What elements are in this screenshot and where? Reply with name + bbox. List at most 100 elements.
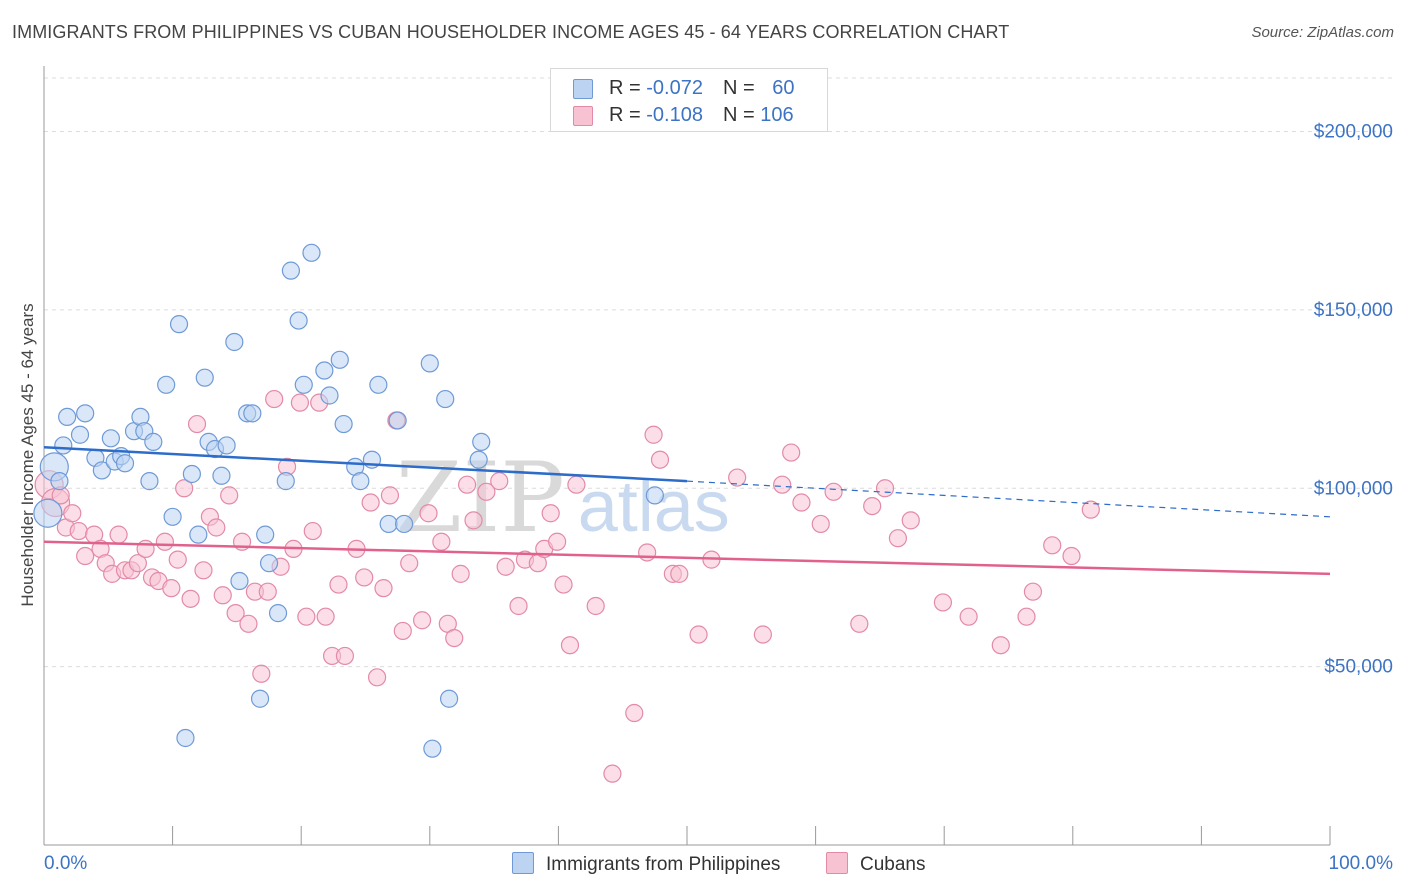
point-philippines xyxy=(157,375,176,394)
point-cubans xyxy=(316,607,335,626)
point-cubans xyxy=(728,468,747,487)
n-label: N = xyxy=(722,104,761,126)
point-cubans xyxy=(168,550,187,569)
point-cubans xyxy=(567,475,586,494)
point-philippines xyxy=(140,472,159,491)
point-cubans xyxy=(400,554,419,573)
point-cubans xyxy=(252,664,271,683)
point-philippines xyxy=(379,514,398,534)
point-cubans xyxy=(638,543,657,562)
point-philippines xyxy=(315,361,334,380)
r-value: -0.108 xyxy=(646,104,703,126)
axes xyxy=(43,66,1331,846)
point-cubans xyxy=(63,504,82,523)
r-label: R = xyxy=(609,77,647,99)
point-philippines xyxy=(250,689,270,708)
r-label: R = xyxy=(609,104,647,126)
tick-labels: $50,000 $100,000 $150,000 $200,000 0.0% 100.0… xyxy=(44,122,1393,874)
point-cubans xyxy=(220,486,239,505)
point-cubans xyxy=(586,596,605,616)
point-cubans xyxy=(181,589,200,608)
point-philippines xyxy=(115,454,135,473)
point-cubans xyxy=(603,764,622,783)
point-cubans xyxy=(419,504,438,523)
point-philippines xyxy=(33,498,63,528)
point-cubans xyxy=(782,443,801,462)
point-cubans xyxy=(991,636,1010,655)
r-value: -0.072 xyxy=(646,77,703,99)
point-cubans xyxy=(207,518,226,537)
point-cubans xyxy=(509,596,528,616)
point-cubans xyxy=(1023,582,1043,601)
point-cubans xyxy=(1062,546,1081,566)
point-philippines xyxy=(330,350,349,369)
point-cubans xyxy=(863,496,882,516)
point-cubans xyxy=(670,564,689,583)
point-philippines xyxy=(439,689,459,708)
point-cubans xyxy=(355,568,374,587)
point-cubans xyxy=(541,504,560,523)
point-cubans xyxy=(457,475,477,494)
point-cubans xyxy=(1043,536,1062,555)
point-philippines xyxy=(144,432,163,451)
point-cubans xyxy=(393,621,412,641)
bottom-legend-label: Immigrants from Philippines xyxy=(546,854,781,875)
y-tick-label: $100,000 xyxy=(1314,478,1393,499)
point-cubans xyxy=(374,579,393,598)
data-points xyxy=(33,243,1100,783)
point-philippines xyxy=(281,261,301,280)
point-cubans xyxy=(303,521,322,541)
point-cubans xyxy=(290,393,310,412)
point-philippines xyxy=(469,450,488,469)
point-cubans xyxy=(76,546,95,566)
point-philippines xyxy=(268,604,288,623)
point-cubans xyxy=(689,625,708,644)
point-cubans xyxy=(162,579,181,598)
point-cubans xyxy=(361,493,380,512)
point-philippines xyxy=(645,486,664,505)
point-philippines xyxy=(436,389,455,409)
point-cubans xyxy=(1081,500,1100,519)
y-axis-label: Householder Income Ages 45 - 64 years xyxy=(18,303,37,607)
point-philippines xyxy=(54,436,73,455)
point-cubans xyxy=(432,532,451,551)
point-cubans xyxy=(811,514,830,534)
point-cubans xyxy=(329,575,348,594)
legend-swatch-pink xyxy=(573,106,593,126)
point-philippines xyxy=(420,354,439,373)
point-philippines xyxy=(423,739,442,758)
point-philippines xyxy=(259,554,279,573)
source-label: Source: ZipAtlas.com xyxy=(1251,24,1394,41)
x-tick-label-min: 0.0% xyxy=(44,853,87,874)
x-tick-label-max: 100.0% xyxy=(1329,853,1394,874)
point-cubans xyxy=(69,521,88,541)
point-cubans xyxy=(959,607,978,626)
point-cubans xyxy=(194,561,213,580)
point-cubans xyxy=(258,582,277,601)
point-cubans xyxy=(875,479,895,498)
point-philippines xyxy=(388,411,407,430)
point-cubans xyxy=(554,575,573,594)
bottom-legend-label: Cubans xyxy=(860,854,926,875)
point-cubans xyxy=(824,482,843,501)
y-tick-label: $50,000 xyxy=(1324,657,1393,678)
point-philippines xyxy=(394,514,414,534)
point-philippines xyxy=(243,404,262,423)
point-cubans xyxy=(644,425,663,444)
point-cubans xyxy=(451,564,470,583)
point-philippines xyxy=(369,375,388,394)
n-value: 60 xyxy=(772,77,795,99)
point-cubans xyxy=(187,414,207,434)
point-cubans xyxy=(490,472,509,491)
trend-lines xyxy=(43,445,1331,576)
legend-swatch-blue xyxy=(573,79,593,99)
point-philippines xyxy=(163,507,182,526)
trend-line-philippines xyxy=(43,445,688,483)
point-philippines xyxy=(70,425,90,444)
point-philippines xyxy=(294,375,313,394)
point-cubans xyxy=(477,482,496,501)
point-cubans xyxy=(265,389,284,409)
point-cubans xyxy=(412,611,432,630)
point-cubans xyxy=(560,636,580,655)
